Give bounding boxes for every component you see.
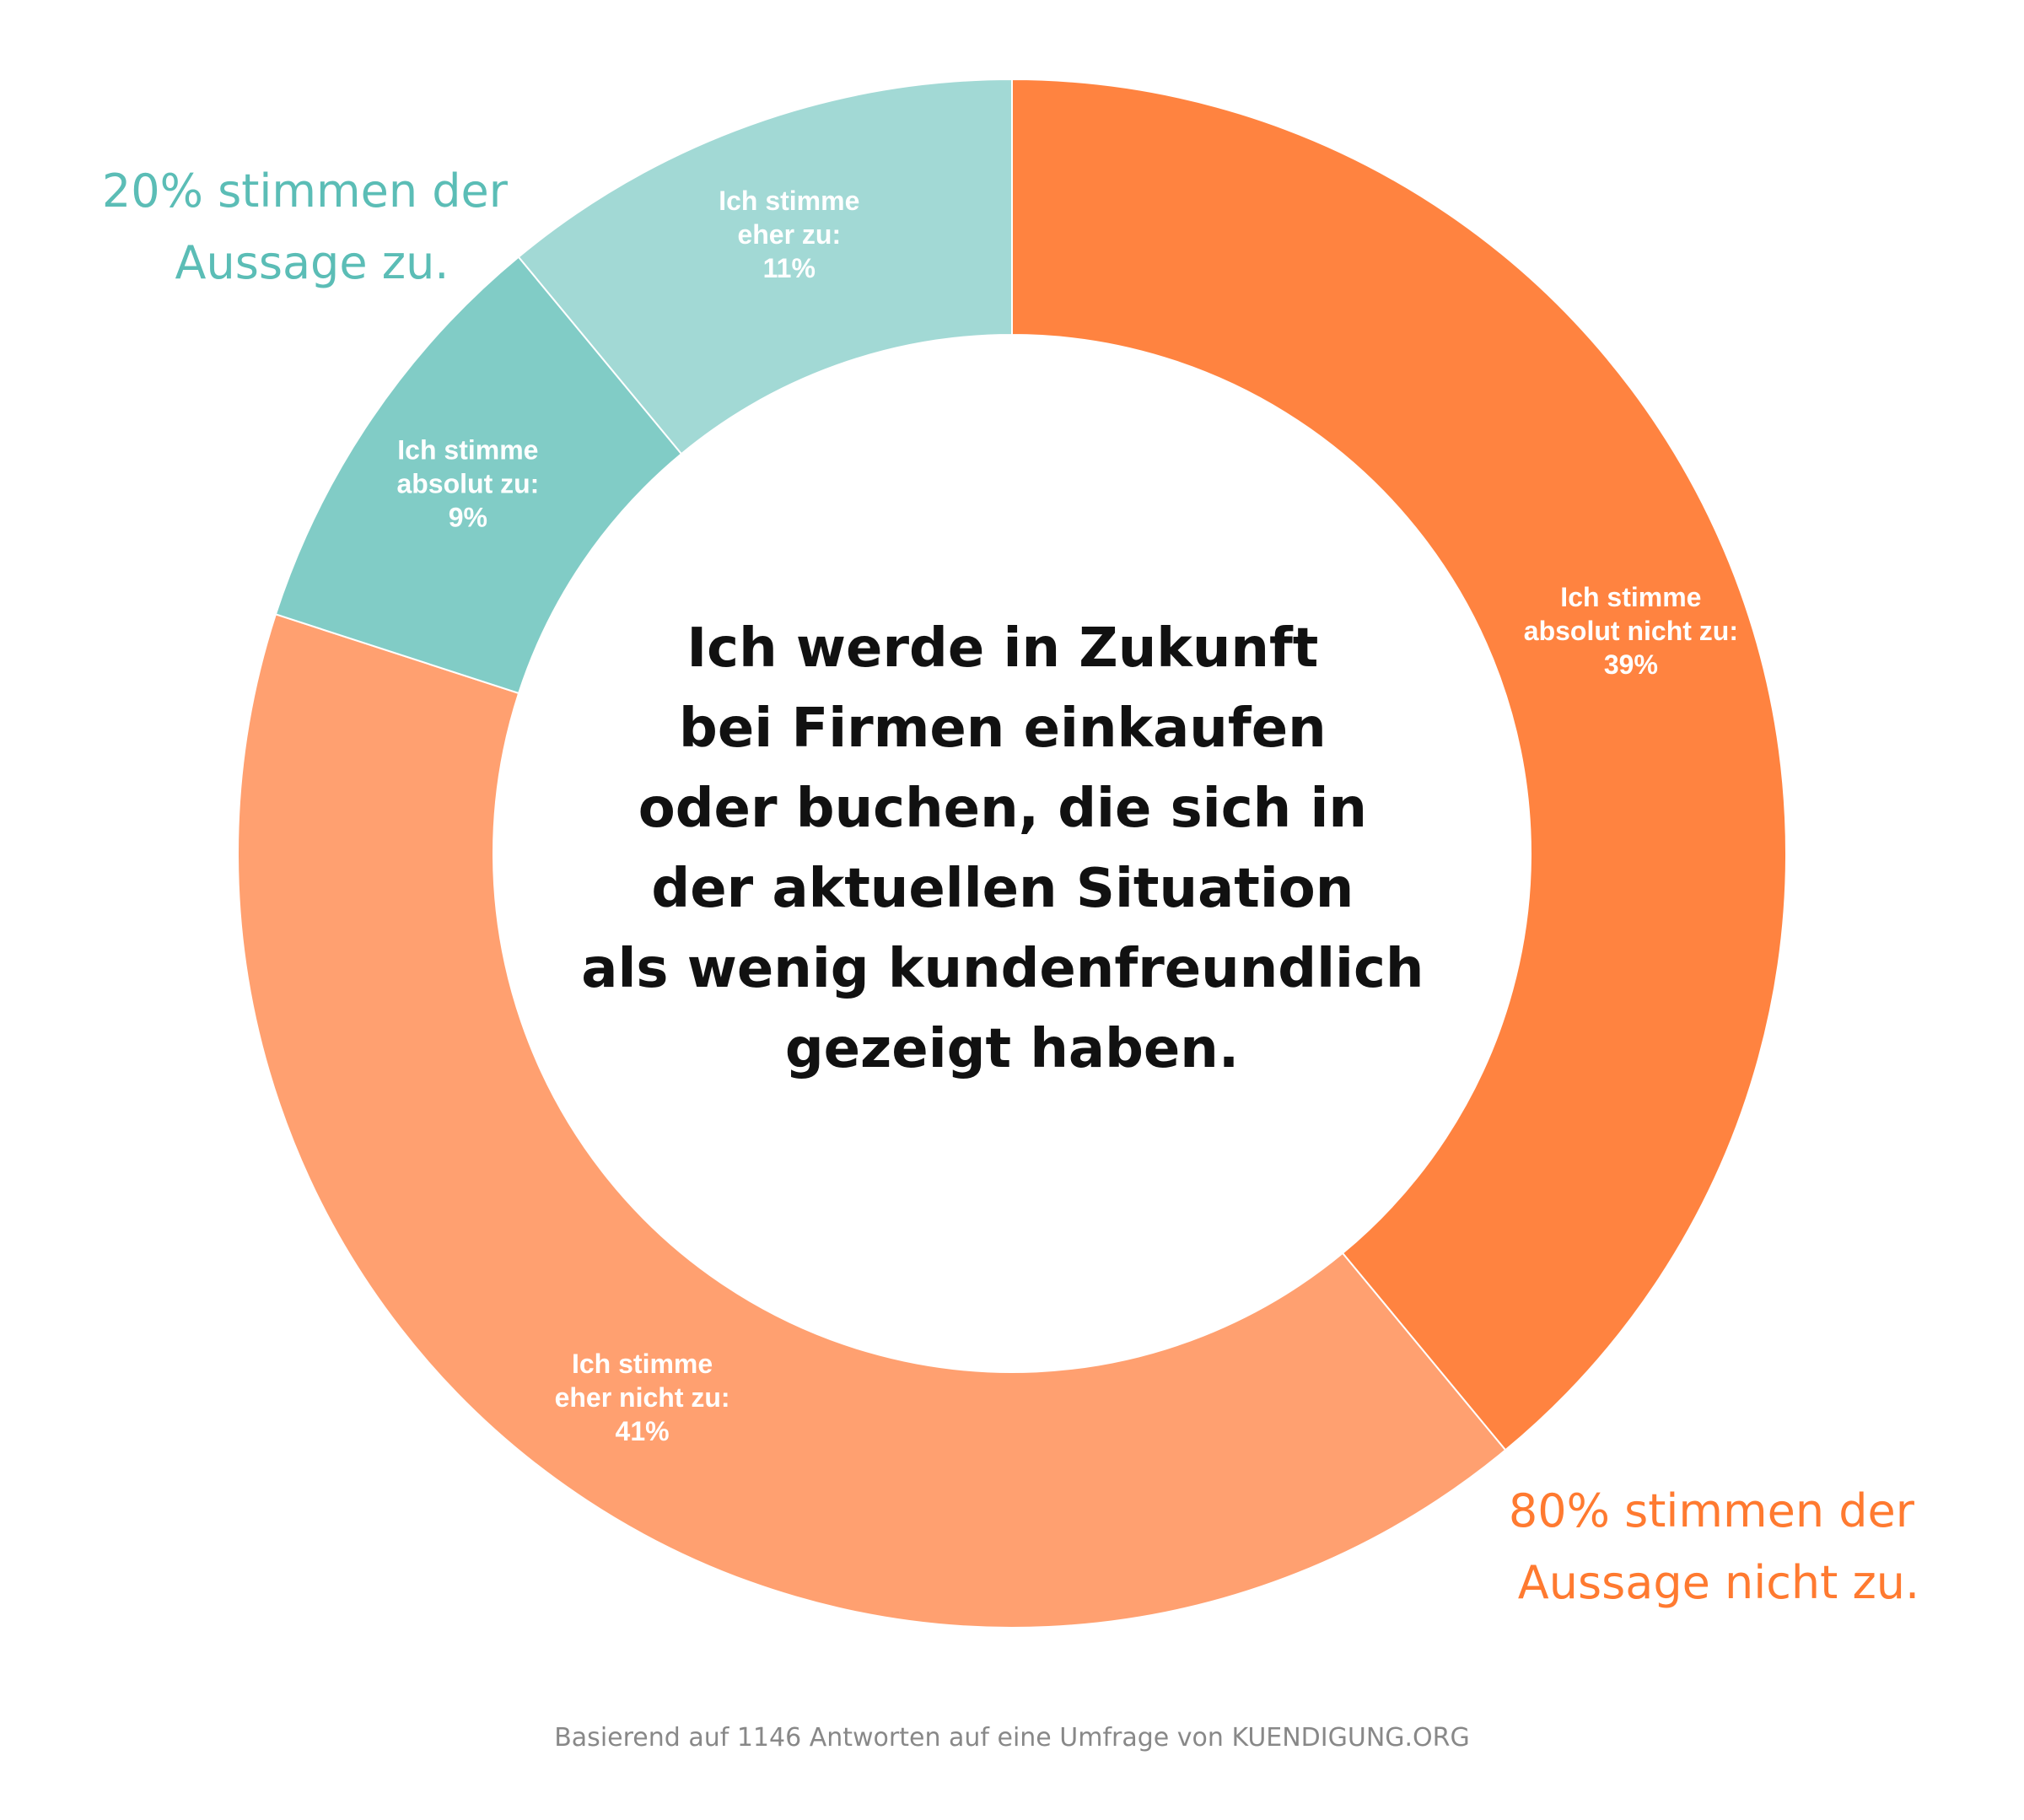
note-line: 20% stimmen der <box>102 164 509 218</box>
disagree-summary-note: 80% stimmen der Aussage nicht zu. <box>1509 1484 1929 1609</box>
title-line: Ich werde in Zukunft <box>686 617 1318 680</box>
donut-slice <box>237 613 1507 1629</box>
slice-label: Ich stimme eher zu: 11% <box>719 186 859 283</box>
title-line: bei Firmen einkaufen <box>679 697 1327 760</box>
slice-label-line: 39% <box>1604 649 1658 680</box>
slice-label: Ich stimme absolut nicht zu: 39% <box>1524 582 1738 680</box>
title-line: gezeigt haben. <box>785 1018 1239 1080</box>
donut-slice <box>1011 78 1787 1451</box>
chart-title: Ich werde in Zukunft bei Firmen einkaufe… <box>581 617 1443 1080</box>
slice-label: Ich stimme absolut zu: 9% <box>396 435 539 533</box>
donut-slice <box>517 78 1013 455</box>
note-line: 80% stimmen der <box>1509 1484 1915 1537</box>
slice-label-line: 41% <box>616 1416 670 1446</box>
slice-label-line: eher zu: <box>737 219 841 250</box>
title-line: als wenig kundenfreundlich <box>581 938 1424 1000</box>
slice-label-line: eher nicht zu: <box>555 1382 730 1413</box>
source-note: Basierend auf 1146 Antworten auf eine Um… <box>554 1723 1470 1753</box>
slice-label-line: absolut nicht zu: <box>1524 616 1738 646</box>
slice-label-line: absolut zu: <box>396 469 539 499</box>
title-line: der aktuellen Situation <box>651 858 1354 920</box>
slice-label-line: Ich stimme <box>1560 582 1701 612</box>
agree-summary-note: 20% stimmen der Aussage zu. <box>102 164 522 289</box>
slice-label-line: 11% <box>763 253 816 283</box>
slice-label-line: Ich stimme <box>719 186 859 216</box>
slice-label: Ich stimme eher nicht zu: 41% <box>555 1349 730 1446</box>
slice-label-line: Ich stimme <box>572 1349 713 1379</box>
slice-label-line: Ich stimme <box>397 435 538 466</box>
note-line: Aussage nicht zu. <box>1518 1556 1919 1609</box>
slice-labels-group: Ich stimme absolut nicht zu: 39%Ich stimme… <box>396 186 1738 1446</box>
title-line: oder buchen, die sich in <box>638 778 1367 840</box>
note-line: Aussage zu. <box>175 236 449 289</box>
slice-label-line: 9% <box>449 503 487 533</box>
slices-group <box>237 78 1787 1629</box>
